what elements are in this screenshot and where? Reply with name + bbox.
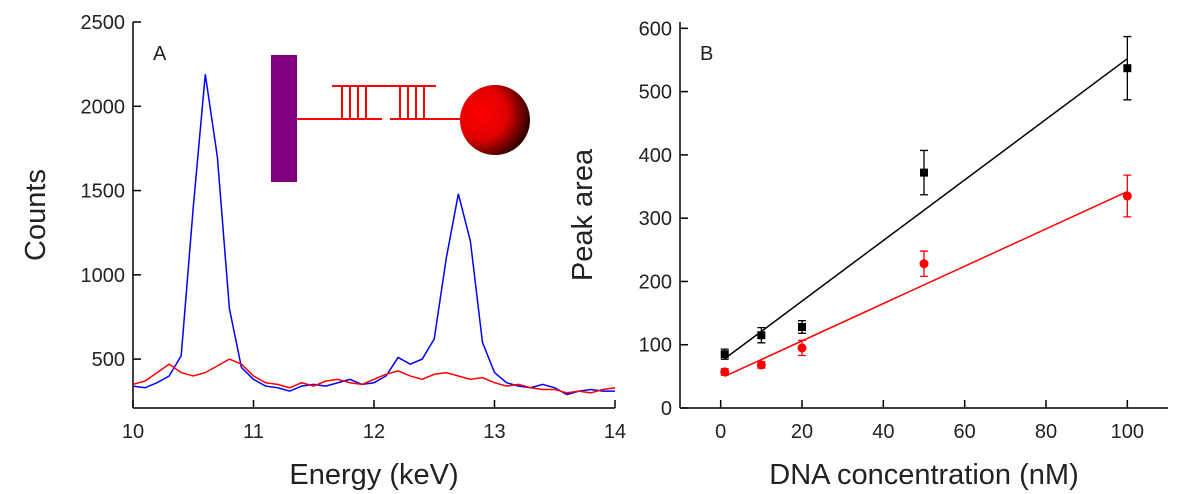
point xyxy=(919,259,929,269)
y-tick-label: 1500 xyxy=(81,181,126,203)
fit-line xyxy=(724,190,1128,378)
x-tick-label: 80 xyxy=(1035,421,1057,443)
surface xyxy=(271,55,297,182)
y-tick-label: 500 xyxy=(639,82,672,104)
x-tick-label: 20 xyxy=(791,421,813,443)
x-tick-label: 11 xyxy=(243,421,264,443)
point xyxy=(720,350,729,359)
point xyxy=(757,331,766,340)
y-tick-label: 1000 xyxy=(81,265,126,287)
inset-diagram xyxy=(271,55,530,182)
point xyxy=(1122,191,1132,201)
x-tick-label: 12 xyxy=(363,421,385,443)
point xyxy=(920,168,928,177)
x-tick-label: 13 xyxy=(483,421,505,443)
y-tick-label: 0 xyxy=(661,398,672,420)
point xyxy=(797,343,807,353)
nanoparticle xyxy=(460,85,530,155)
x-tick-label: 40 xyxy=(872,421,894,443)
x-tick-label: 100 xyxy=(1111,421,1144,443)
y-axis-label: Counts xyxy=(20,169,52,261)
x-tick-label: 10 xyxy=(122,421,144,443)
spectrum-line xyxy=(132,74,615,396)
dna-strands xyxy=(297,85,470,120)
x-tick-label: 60 xyxy=(954,421,976,443)
y-tick-label: 600 xyxy=(639,18,672,40)
panel-label: A xyxy=(153,43,167,65)
point xyxy=(756,360,766,370)
x-tick-label: 0 xyxy=(715,421,726,443)
point xyxy=(798,323,806,332)
fit-line xyxy=(724,58,1128,360)
point xyxy=(1123,64,1132,73)
y-tick-label: 2500 xyxy=(81,12,126,34)
y-tick-label: 400 xyxy=(639,145,672,167)
x-tick-label: 14 xyxy=(604,421,626,443)
y-tick-label: 200 xyxy=(639,271,672,293)
panel-label: B xyxy=(700,43,713,65)
x-axis-label: Energy (keV) xyxy=(289,459,458,491)
spectrum-line xyxy=(132,358,616,394)
y-tick-label: 2000 xyxy=(81,96,126,118)
x-axis-label: DNA concentration (nM) xyxy=(769,459,1078,491)
y-axis-label: Peak area xyxy=(567,148,599,281)
y-tick-label: 100 xyxy=(639,335,672,357)
y-tick-label: 300 xyxy=(639,208,672,230)
y-tick-label: 500 xyxy=(92,349,125,371)
point xyxy=(720,367,730,377)
